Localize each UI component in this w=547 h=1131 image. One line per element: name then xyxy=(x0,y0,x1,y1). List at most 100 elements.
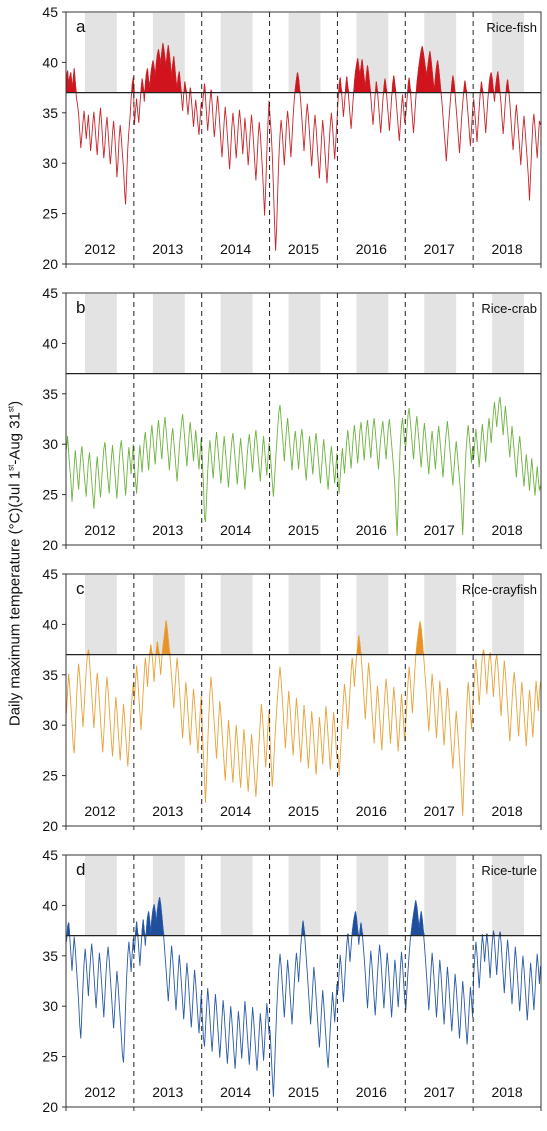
year-label: 2014 xyxy=(220,1084,251,1100)
year-label: 2013 xyxy=(152,803,183,819)
shaded-window xyxy=(356,856,389,936)
y-tick-label: 40 xyxy=(42,616,58,632)
year-label: 2015 xyxy=(288,522,319,538)
panel-letter: d xyxy=(76,860,85,879)
y-tick-label: 45 xyxy=(42,285,58,301)
panel-letter: b xyxy=(76,298,85,317)
panel-frame xyxy=(65,573,542,827)
shaded-window xyxy=(424,575,457,655)
shaded-window xyxy=(288,294,321,374)
y-tick-label: 25 xyxy=(42,1049,58,1065)
panel-title: Rice-turle xyxy=(481,863,537,878)
shaded-window xyxy=(424,294,457,374)
year-label: 2015 xyxy=(288,803,319,819)
year-label: 2018 xyxy=(491,803,522,819)
year-label: 2017 xyxy=(424,1084,455,1100)
series-line xyxy=(66,43,541,251)
shaded-window xyxy=(492,856,525,936)
panel-b: 20 25 30 35 40 45 2012 2013 2014 2015 2016 2017 2018… xyxy=(42,285,542,553)
panel-letter: a xyxy=(76,17,86,36)
series-line xyxy=(66,620,541,816)
y-tick-label: 30 xyxy=(42,717,58,733)
series-line xyxy=(66,897,541,1097)
y-axis-label-end: ) xyxy=(6,400,24,406)
y-tick-label: 35 xyxy=(42,105,58,121)
y-tick-label: 20 xyxy=(42,256,58,272)
y-axis-label-main: Daily maximum temperature (°C)(Jul 1 xyxy=(6,470,24,727)
shaded-window xyxy=(288,575,321,655)
y-tick-label: 40 xyxy=(42,54,58,70)
shaded-window xyxy=(288,13,321,93)
year-label: 2017 xyxy=(424,803,455,819)
shaded-window xyxy=(152,294,185,374)
year-label: 2013 xyxy=(152,1084,183,1100)
year-label: 2015 xyxy=(288,1084,319,1100)
shaded-window xyxy=(492,575,525,655)
y-tick-label: 40 xyxy=(42,897,58,913)
panel-c: 20 25 30 35 40 45 2012 2013 2014 2015 2016 2017 2018… xyxy=(42,566,542,834)
year-label: 2015 xyxy=(288,241,319,257)
y-axis-label-sup2: st xyxy=(6,405,16,413)
y-tick-label: 30 xyxy=(42,436,58,452)
shaded-window xyxy=(220,294,253,374)
year-label: 2018 xyxy=(491,1084,522,1100)
y-tick-label: 45 xyxy=(42,4,58,20)
panel-frame xyxy=(65,11,542,265)
y-tick-label: 40 xyxy=(42,335,58,351)
panel-title: Rice-fish xyxy=(486,20,537,35)
year-label: 2012 xyxy=(84,803,115,819)
y-tick-label: 35 xyxy=(42,667,58,683)
year-label: 2016 xyxy=(356,241,387,257)
panel-title: Rice-crab xyxy=(481,301,537,316)
year-label: 2013 xyxy=(152,241,183,257)
y-tick-label: 35 xyxy=(42,948,58,964)
shaded-window xyxy=(85,575,117,655)
year-label: 2018 xyxy=(491,241,522,257)
shaded-window xyxy=(288,856,321,936)
year-label: 2014 xyxy=(220,803,251,819)
y-tick-label: 25 xyxy=(42,768,58,784)
year-label: 2013 xyxy=(152,522,183,538)
year-label: 2014 xyxy=(220,241,251,257)
shaded-window xyxy=(85,856,117,936)
year-label: 2012 xyxy=(84,241,115,257)
y-axis-label: Daily maximum temperature (°C)(Jul 1 st-A… xyxy=(7,399,24,729)
year-label: 2018 xyxy=(491,522,522,538)
y-tick-label: 35 xyxy=(42,386,58,402)
y-tick-label: 45 xyxy=(42,847,58,863)
panel-frame xyxy=(65,292,542,546)
shaded-window xyxy=(220,575,253,655)
y-tick-label: 45 xyxy=(42,566,58,582)
year-label: 2012 xyxy=(84,522,115,538)
year-label: 2017 xyxy=(424,522,455,538)
shaded-window xyxy=(356,294,389,374)
y-tick-label: 30 xyxy=(42,998,58,1014)
y-tick-label: 20 xyxy=(42,537,58,553)
y-tick-label: 20 xyxy=(42,1099,58,1115)
y-tick-label: 20 xyxy=(42,818,58,834)
y-tick-label: 30 xyxy=(42,155,58,171)
y-tick-label: 25 xyxy=(42,487,58,503)
panel-letter: c xyxy=(76,579,85,598)
year-label: 2017 xyxy=(424,241,455,257)
year-label: 2012 xyxy=(84,1084,115,1100)
year-label: 2014 xyxy=(220,522,251,538)
shaded-window xyxy=(424,856,457,936)
panel-frame xyxy=(65,854,542,1108)
shaded-window xyxy=(492,294,525,374)
shaded-window xyxy=(220,856,253,936)
shaded-window xyxy=(356,575,389,655)
shaded-window xyxy=(85,13,117,93)
panel-d: 20 25 30 35 40 45 2012 2013 2014 2015 2016 2017 2018… xyxy=(42,847,542,1115)
shaded-window xyxy=(85,294,117,374)
panel-a: 20 25 30 35 40 45 2012 2013 2014 2015 2016 2017 2018… xyxy=(42,4,542,272)
year-label: 2016 xyxy=(356,1084,387,1100)
y-tick-label: 25 xyxy=(42,206,58,222)
series-line xyxy=(66,396,541,536)
panel-title: Rice-crayfish xyxy=(462,582,537,597)
y-axis-label-mid: -Aug 31 xyxy=(6,412,24,465)
year-label: 2016 xyxy=(356,522,387,538)
shaded-window xyxy=(220,13,253,93)
